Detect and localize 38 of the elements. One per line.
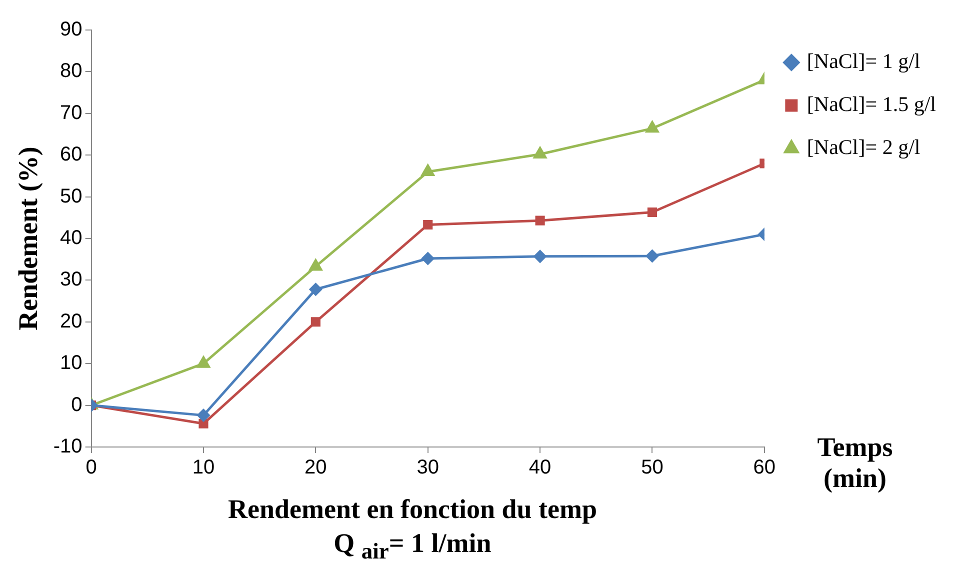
text: Rendement en fonction du temp Q $_{air}$= 1 l/min (227, 493, 598, 566)
y-axis-title: Rendement (%) (13, 146, 44, 330)
point (421, 164, 434, 176)
point (535, 216, 545, 226)
y-tick-label: 70 (60, 102, 82, 124)
point (310, 317, 320, 327)
legend-label: [NaCl]= 1 g/l (806, 49, 920, 74)
point (534, 250, 546, 263)
x-tick-label: 20 (304, 456, 327, 479)
point (646, 121, 659, 133)
y-tick-label: 0 (71, 394, 82, 416)
point (647, 207, 658, 218)
x-tick-label: 50 (641, 456, 664, 479)
point (309, 259, 322, 271)
x-tick-label: 40 (528, 456, 552, 479)
legend-label: [NaCl]= 1.5 g/l (806, 92, 936, 116)
y-tick-label: 20 (60, 310, 82, 332)
x-tick-label: 0 (86, 456, 97, 479)
point (309, 283, 322, 296)
x-tick-label: 10 (192, 456, 215, 479)
x-axis-title: Temps (min) (816, 432, 894, 494)
point (646, 250, 658, 262)
point (423, 220, 433, 230)
x-tick-label: 60 (753, 456, 776, 479)
point (198, 418, 208, 428)
y-tick-label: 30 (60, 268, 82, 291)
point (197, 409, 210, 422)
x-tick-label: 30 (416, 456, 439, 479)
y-tick-label: 50 (60, 185, 82, 208)
point (422, 252, 434, 265)
point (534, 147, 546, 159)
y-tick-label: 90 (60, 18, 82, 41)
y-tick-label: 10 (60, 352, 82, 374)
y-tick-label: 60 (60, 144, 82, 166)
legend-label: [NaCl]= 2 g/l (806, 135, 920, 160)
y-tick-label: 80 (60, 60, 82, 82)
y-tick-label: -10 (53, 436, 82, 458)
y-tick-label: 40 (60, 227, 82, 250)
